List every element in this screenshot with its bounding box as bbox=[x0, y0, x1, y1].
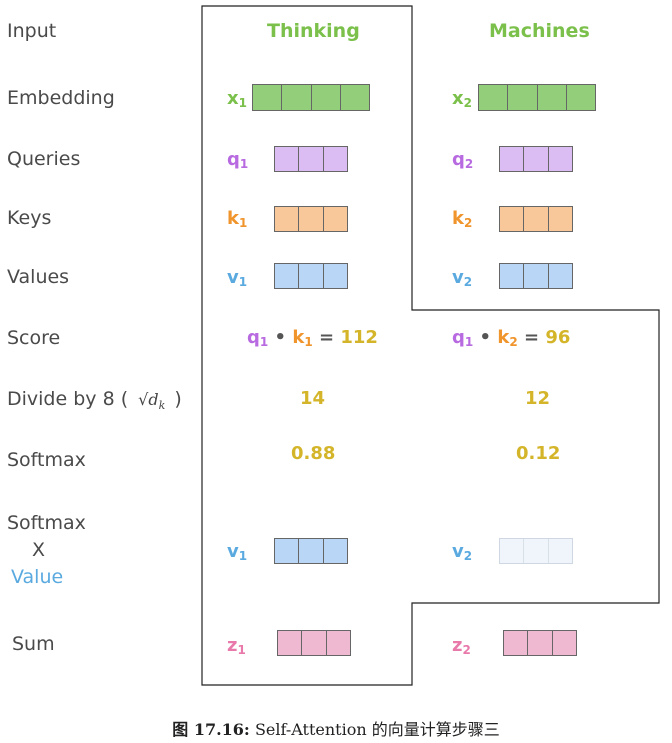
score-expression-1: q1 • k1 = 112 bbox=[247, 327, 378, 349]
score-q1-b: q1 bbox=[452, 327, 474, 349]
var-k2: k2 bbox=[452, 208, 473, 230]
query-vector-q1 bbox=[274, 146, 348, 172]
word-thinking: Thinking bbox=[267, 20, 360, 42]
weighted-var-v1: v1 bbox=[227, 541, 248, 563]
score-value-1: 112 bbox=[340, 327, 378, 348]
caption-text: Self-Attention 的向量计算步骤三 bbox=[254, 720, 500, 739]
divided-value-2: 12 bbox=[525, 388, 551, 409]
value-vector-v2 bbox=[499, 263, 573, 289]
sum-vector-z2 bbox=[503, 630, 577, 656]
weighted-vector-v2 bbox=[499, 538, 573, 564]
weighted-var-v2: v2 bbox=[452, 541, 473, 563]
row-label-sum: Sum bbox=[12, 633, 55, 655]
key-vector-k1 bbox=[274, 206, 348, 232]
query-vector-q2 bbox=[499, 146, 573, 172]
var-x1: x1 bbox=[227, 88, 247, 110]
divide-text: Divide by 8 ( bbox=[7, 388, 129, 410]
row-label-softmax-x-value-2: X bbox=[32, 539, 46, 561]
divide-close: ) bbox=[174, 388, 182, 410]
value-vector-v1 bbox=[274, 263, 348, 289]
var-z2: z2 bbox=[452, 635, 471, 657]
var-z1: z1 bbox=[227, 635, 246, 657]
var-q2: q2 bbox=[452, 149, 474, 171]
score-value-2: 96 bbox=[545, 327, 571, 348]
var-v2: v2 bbox=[452, 267, 473, 289]
row-label-softmax-x-value-1: Softmax bbox=[7, 512, 86, 534]
score-k1: k1 bbox=[292, 327, 313, 349]
sum-vector-z1 bbox=[277, 630, 351, 656]
row-label-score: Score bbox=[7, 327, 61, 349]
score-expression-2: q1 • k2 = 96 bbox=[452, 327, 570, 349]
row-label-divide: Divide by 8 ( √dk ) bbox=[7, 388, 182, 412]
row-label-softmax-x-value-3: Value bbox=[11, 566, 64, 588]
var-k1: k1 bbox=[227, 208, 248, 230]
key-vector-k2 bbox=[499, 206, 573, 232]
embedding-vector-x2 bbox=[478, 84, 596, 111]
row-label-keys: Keys bbox=[7, 207, 52, 229]
row-label-input: Input bbox=[7, 20, 57, 42]
sqrt-dk: √dk bbox=[138, 390, 166, 413]
dot-operator-b: • bbox=[479, 327, 492, 348]
row-label-softmax: Softmax bbox=[7, 449, 86, 471]
embedding-vector-x1 bbox=[252, 84, 370, 111]
row-label-values: Values bbox=[7, 266, 70, 288]
softmax-value-2: 0.12 bbox=[516, 443, 561, 464]
weighted-vector-v1 bbox=[274, 538, 348, 564]
score-k2: k2 bbox=[497, 327, 518, 349]
equals-operator: = bbox=[318, 327, 335, 348]
softmax-value-1: 0.88 bbox=[291, 443, 336, 464]
caption-label: 图 17.16: bbox=[172, 720, 250, 739]
equals-operator-b: = bbox=[523, 327, 540, 348]
row-label-embedding: Embedding bbox=[7, 87, 115, 109]
var-v1: v1 bbox=[227, 267, 248, 289]
word-machines: Machines bbox=[489, 20, 590, 42]
score-q1: q1 bbox=[247, 327, 269, 349]
row-label-queries: Queries bbox=[7, 148, 81, 170]
dot-operator: • bbox=[274, 327, 287, 348]
divided-value-1: 14 bbox=[300, 388, 326, 409]
figure-caption: 图 17.16: Self-Attention 的向量计算步骤三 bbox=[0, 716, 672, 740]
var-x2: x2 bbox=[452, 88, 472, 110]
var-q1: q1 bbox=[227, 149, 249, 171]
